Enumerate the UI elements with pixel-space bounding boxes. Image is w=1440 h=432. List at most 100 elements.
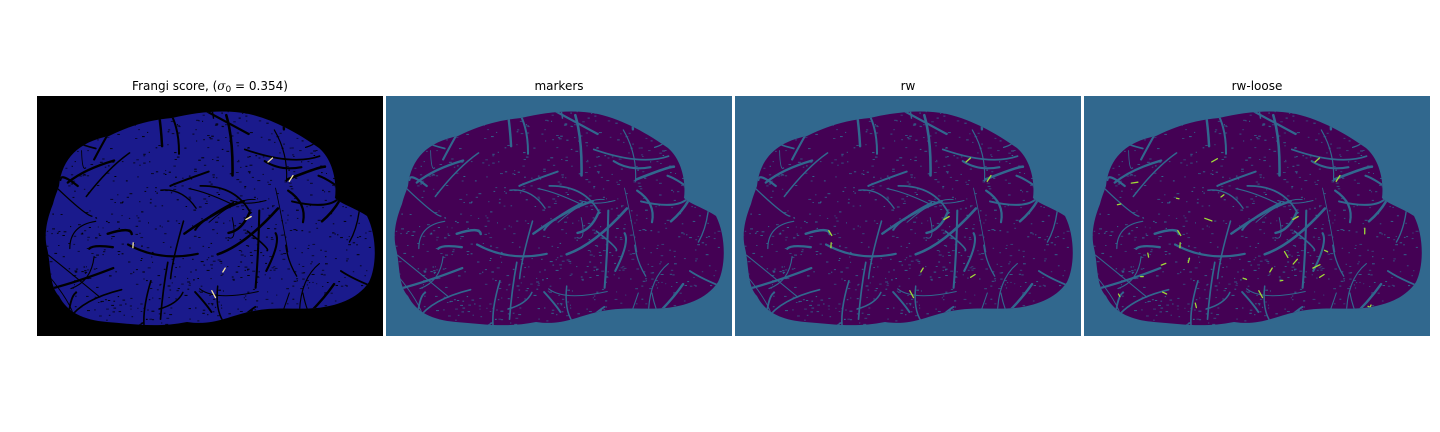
texture-speckle — [678, 236, 681, 238]
texture-speckle — [1343, 278, 1346, 280]
texture-speckle — [945, 147, 948, 149]
texture-speckle — [773, 268, 777, 270]
texture-speckle — [532, 232, 536, 234]
texture-speckle — [987, 230, 991, 231]
texture-speckle — [1177, 308, 1179, 310]
texture-speckle — [619, 179, 622, 181]
texture-speckle — [614, 236, 617, 238]
texture-speckle — [772, 190, 774, 192]
texture-speckle — [237, 145, 239, 147]
texture-speckle — [1309, 255, 1312, 257]
texture-speckle — [587, 250, 591, 251]
texture-speckle — [1154, 136, 1157, 138]
texture-speckle — [1133, 295, 1136, 297]
vessel-segment — [1246, 288, 1306, 297]
vessel-segment — [495, 111, 513, 148]
texture-speckle — [800, 158, 803, 160]
texture-speckle — [1194, 309, 1196, 311]
texture-speckle — [614, 298, 618, 300]
texture-speckle — [72, 180, 76, 182]
texture-speckle — [950, 288, 954, 290]
texture-speckle — [527, 223, 530, 224]
texture-speckle — [155, 187, 157, 189]
texture-speckle — [52, 228, 55, 230]
texture-speckle — [320, 249, 322, 251]
texture-speckle — [869, 133, 873, 135]
texture-speckle — [324, 305, 328, 307]
texture-speckle — [546, 320, 549, 322]
texture-speckle — [596, 268, 599, 270]
texture-speckle — [519, 246, 521, 248]
texture-speckle — [131, 234, 133, 235]
texture-speckle — [593, 269, 595, 271]
texture-speckle — [955, 198, 956, 200]
texture-speckle — [564, 123, 568, 125]
texture-speckle — [1220, 188, 1224, 190]
texture-speckle — [939, 112, 942, 114]
texture-speckle — [307, 161, 310, 163]
texture-speckle — [1140, 268, 1143, 270]
texture-speckle — [466, 133, 469, 135]
texture-speckle — [1326, 132, 1329, 134]
texture-speckle — [879, 283, 882, 285]
texture-speckle — [344, 221, 347, 222]
highlight-spot — [245, 215, 252, 221]
texture-speckle — [831, 162, 834, 164]
texture-speckle — [977, 152, 979, 154]
texture-speckle — [184, 147, 187, 149]
texture-speckle — [1018, 273, 1021, 275]
texture-speckle — [1130, 188, 1133, 190]
texture-speckle — [642, 171, 645, 173]
texture-speckle — [942, 295, 945, 297]
texture-speckle — [981, 253, 985, 255]
texture-speckle — [773, 291, 775, 293]
texture-speckle — [1411, 275, 1413, 277]
texture-speckle — [1300, 238, 1303, 240]
texture-speckle — [538, 318, 540, 320]
texture-speckle — [675, 282, 678, 283]
texture-speckle — [559, 264, 562, 266]
texture-speckle — [846, 151, 848, 153]
texture-speckle — [906, 247, 908, 248]
texture-speckle — [1320, 269, 1323, 271]
texture-speckle — [1392, 206, 1394, 208]
texture-speckle — [523, 152, 526, 154]
texture-speckle — [909, 135, 912, 137]
texture-speckle — [914, 192, 917, 194]
texture-speckle — [346, 285, 348, 287]
texture-speckle — [570, 112, 572, 114]
texture-speckle — [963, 236, 966, 238]
texture-speckle — [484, 233, 487, 235]
texture-speckle — [287, 219, 289, 221]
texture-speckle — [521, 263, 524, 265]
texture-speckle — [951, 188, 954, 190]
texture-speckle — [991, 156, 993, 157]
texture-speckle — [446, 302, 449, 303]
texture-speckle — [178, 126, 181, 128]
texture-speckle — [1403, 236, 1406, 238]
texture-speckle — [292, 154, 295, 156]
texture-speckle — [910, 176, 913, 178]
texture-speckle — [1215, 129, 1218, 131]
texture-speckle — [954, 281, 956, 283]
texture-speckle — [77, 150, 79, 152]
vessel-segment — [867, 220, 883, 280]
texture-speckle — [1298, 262, 1300, 264]
texture-speckle — [1321, 228, 1324, 230]
texture-speckle — [950, 270, 954, 272]
texture-speckle — [1340, 280, 1344, 282]
texture-speckle — [194, 168, 197, 170]
texture-speckle — [508, 284, 510, 286]
texture-speckle — [463, 176, 466, 177]
vessel-segment — [1116, 220, 1144, 250]
texture-speckle — [444, 217, 446, 219]
texture-speckle — [509, 283, 511, 285]
texture-speckle — [588, 195, 592, 197]
texture-speckle — [1265, 194, 1267, 195]
texture-speckle — [568, 261, 571, 262]
texture-speckle — [824, 196, 827, 198]
vessel-segment — [1135, 244, 1161, 250]
texture-speckle — [828, 308, 830, 310]
texture-speckle — [1026, 191, 1029, 193]
texture-speckle — [1285, 117, 1288, 119]
